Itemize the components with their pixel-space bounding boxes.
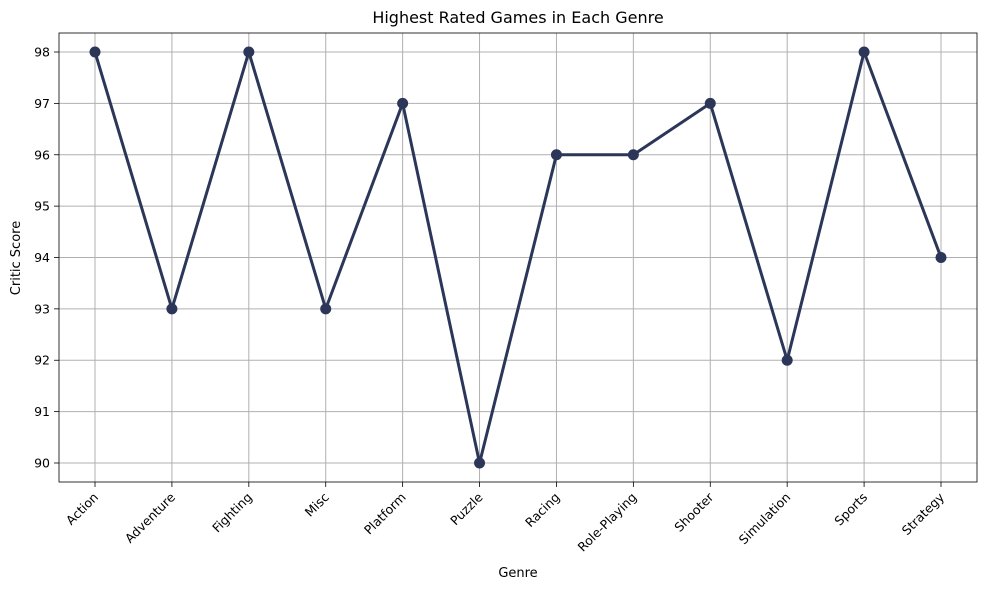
tick-labels: Action Adventure Fighting Misc Platform Puzzl… xyxy=(34,45,947,555)
y-tick-label: 93 xyxy=(34,301,50,316)
x-tick-label: Fighting xyxy=(209,490,255,536)
y-tick-label: 92 xyxy=(34,353,50,368)
x-axis-label: Genre xyxy=(498,566,537,581)
x-tick-label: Adventure xyxy=(122,489,179,546)
data-point xyxy=(858,46,870,58)
data-point xyxy=(166,303,178,315)
y-axis-label: Critic Score xyxy=(9,221,24,295)
data-point xyxy=(704,97,716,109)
data-series xyxy=(89,46,947,469)
x-tick-label: Strategy xyxy=(899,489,948,538)
x-tick-label: Simulation xyxy=(736,490,794,548)
data-point xyxy=(320,303,332,315)
data-point xyxy=(243,46,255,58)
data-point xyxy=(550,149,562,161)
y-tick-label: 98 xyxy=(34,45,50,60)
y-tick-label: 91 xyxy=(34,404,50,419)
x-tick-label: Action xyxy=(63,490,101,528)
data-point xyxy=(627,149,639,161)
chart-title: Highest Rated Games in Each Genre xyxy=(372,8,663,27)
y-tick-label: 95 xyxy=(34,199,50,214)
data-point xyxy=(935,252,947,263)
data-point xyxy=(397,97,409,109)
data-point xyxy=(781,354,793,366)
series-line xyxy=(93,50,943,465)
y-tick-label: 90 xyxy=(34,455,50,470)
data-point xyxy=(474,457,486,469)
x-tick-label: Role-Playing xyxy=(575,490,640,555)
y-tick-label: 97 xyxy=(34,96,50,111)
plot-frame xyxy=(58,32,978,483)
x-tick-label: Racing xyxy=(522,490,563,531)
x-tick-label: Sports xyxy=(831,490,870,529)
y-tick-label: 96 xyxy=(34,147,50,162)
data-point xyxy=(89,46,101,58)
x-tick-label: Puzzle xyxy=(447,489,486,528)
grid-lines xyxy=(59,33,977,482)
x-tick-label: Misc xyxy=(302,489,332,519)
x-tick-label: Platform xyxy=(361,490,409,538)
y-tick-label: 94 xyxy=(34,250,50,265)
axes xyxy=(54,32,978,487)
x-tick-label: Shooter xyxy=(671,489,717,535)
